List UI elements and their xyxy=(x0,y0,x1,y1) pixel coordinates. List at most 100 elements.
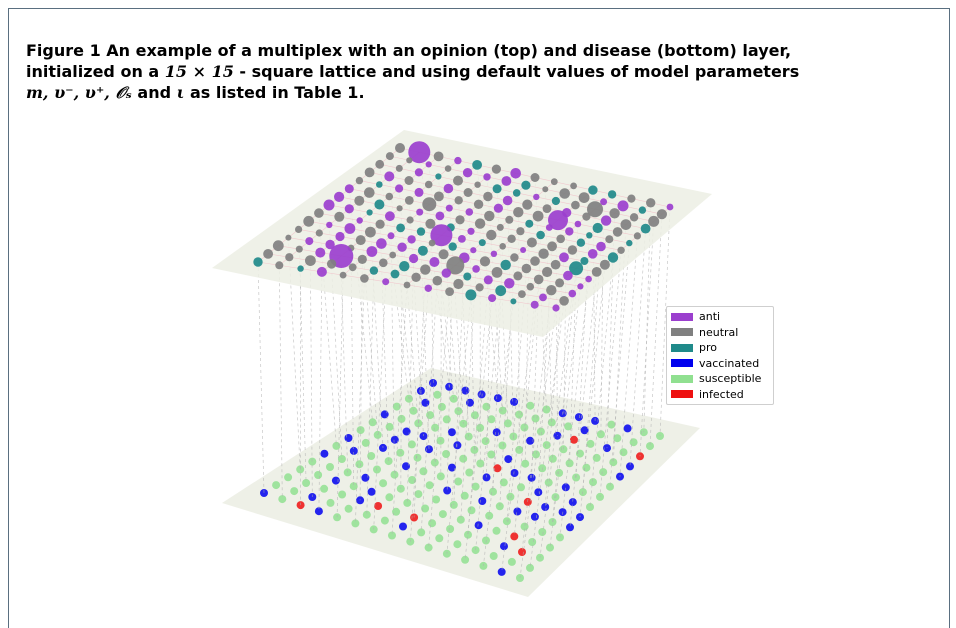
opinion-node xyxy=(596,242,606,252)
opinion-node xyxy=(429,257,439,267)
disease-node xyxy=(508,558,516,566)
opinion-node xyxy=(435,173,441,179)
legend-label: infected xyxy=(699,388,744,401)
opinion-node xyxy=(417,227,425,235)
legend-label: susceptible xyxy=(699,372,761,385)
opinion-node xyxy=(253,257,262,266)
opinion-node xyxy=(486,230,496,240)
opinion-node xyxy=(577,283,583,289)
opinion-node xyxy=(546,285,556,295)
disease-node xyxy=(549,455,557,463)
opinion-node xyxy=(556,235,565,244)
opinion-node xyxy=(586,232,592,238)
opinion-node xyxy=(577,239,585,247)
opinion-node xyxy=(316,229,323,236)
opinion-node xyxy=(518,290,526,298)
opinion-node xyxy=(334,212,344,222)
opinion-node xyxy=(492,267,503,278)
opinion-node xyxy=(305,237,313,245)
opinion-node xyxy=(324,200,335,211)
opinion-node xyxy=(416,209,423,216)
disease-node xyxy=(426,481,434,489)
opinion-node xyxy=(646,198,655,207)
disease-node xyxy=(453,540,461,548)
opinion-node xyxy=(533,194,539,200)
opinion-node xyxy=(534,275,544,285)
opinion-node xyxy=(455,215,464,224)
opinion-node xyxy=(420,264,430,274)
disease-node xyxy=(414,490,422,498)
opinion-node xyxy=(626,240,632,246)
opinion-node xyxy=(530,256,540,266)
opinion-node xyxy=(409,254,418,263)
legend-label: pro xyxy=(699,341,717,354)
opinion-node xyxy=(484,275,493,284)
interlayer-link xyxy=(279,265,282,499)
disease-node xyxy=(402,462,410,470)
opinion-node xyxy=(458,235,466,243)
opinion-node xyxy=(520,247,526,253)
opinion-node xyxy=(667,204,674,211)
disease-node xyxy=(493,464,501,472)
opinion-node xyxy=(411,273,420,282)
opinion-node xyxy=(507,235,515,243)
opinion-node xyxy=(357,217,363,223)
opinion-node xyxy=(600,260,610,270)
disease-node xyxy=(442,450,450,458)
opinion-node xyxy=(480,256,490,266)
opinion-node xyxy=(502,176,512,186)
opinion-node xyxy=(531,301,539,309)
disease-node xyxy=(552,493,560,501)
disease-node xyxy=(513,508,521,516)
legend-label: anti xyxy=(699,310,720,323)
opinion-node xyxy=(592,267,602,277)
disease-node xyxy=(338,491,346,499)
disease-node xyxy=(446,525,454,533)
opinion-node xyxy=(503,196,513,206)
disease-node xyxy=(620,448,628,456)
opinion-node xyxy=(527,283,535,291)
opinion-node xyxy=(569,290,577,298)
disease-node xyxy=(475,521,483,529)
opinion-node xyxy=(588,185,597,194)
disease-node xyxy=(532,415,540,423)
opinion-node xyxy=(297,265,303,271)
opinion-node xyxy=(296,246,303,253)
disease-node xyxy=(368,488,376,496)
opinion-node xyxy=(389,252,396,259)
disease-node xyxy=(414,454,422,462)
opinion-node xyxy=(513,207,523,217)
interlayer-link xyxy=(650,214,662,446)
disease-node xyxy=(272,481,280,489)
legend-item-neutral: neutral xyxy=(671,325,769,341)
opinion-node xyxy=(542,267,552,277)
opinion-node xyxy=(374,200,384,210)
opinion-node xyxy=(434,152,444,162)
opinion-node xyxy=(340,272,347,279)
opinion-node xyxy=(367,209,373,215)
opinion-node xyxy=(495,285,506,296)
disease-node xyxy=(385,493,393,501)
disease-node xyxy=(443,415,451,423)
opinion-node xyxy=(335,232,344,241)
opinion-node xyxy=(475,218,485,228)
opinion-node xyxy=(609,208,619,218)
disease-node xyxy=(421,399,429,407)
opinion-node xyxy=(327,259,336,268)
opinion-node xyxy=(376,238,387,249)
opinion-node xyxy=(484,211,494,221)
opinion-node xyxy=(516,227,524,235)
disease-node xyxy=(582,464,590,472)
opinion-node xyxy=(634,232,641,239)
opinion-node xyxy=(425,181,433,189)
legend-item-anti: anti xyxy=(671,309,769,325)
opinion-node xyxy=(472,160,482,170)
opinion-node xyxy=(463,273,471,281)
legend-item-susceptible: susceptible xyxy=(671,371,769,387)
opinion-node xyxy=(405,196,414,205)
opinion-node xyxy=(551,178,558,185)
opinion-node xyxy=(263,249,273,259)
disease-node xyxy=(504,455,512,463)
opinion-node xyxy=(538,249,548,259)
opinion-node xyxy=(571,201,580,210)
